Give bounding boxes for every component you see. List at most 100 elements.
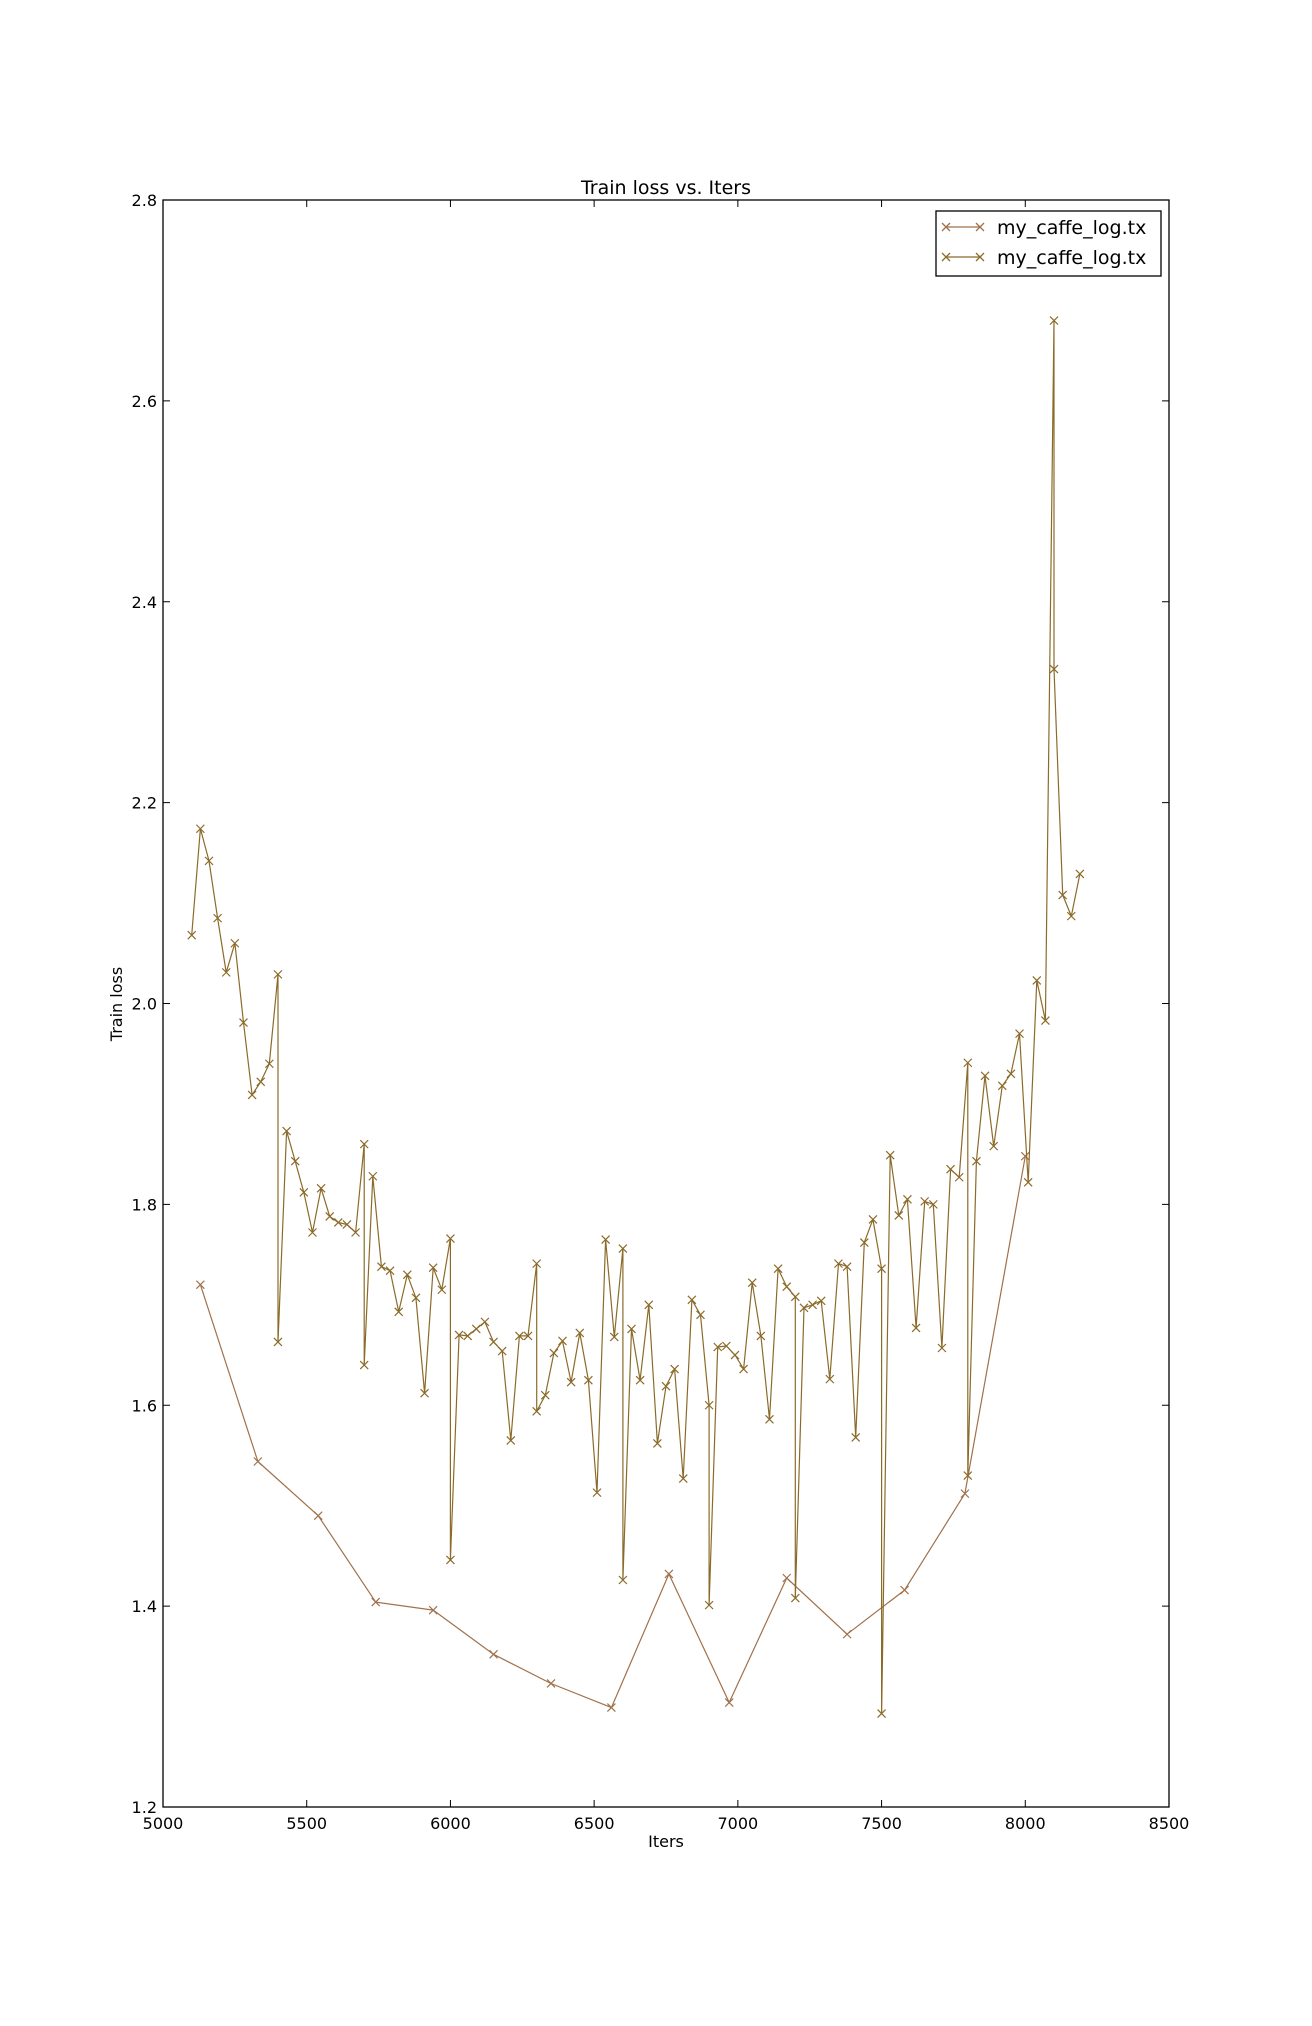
data-point-marker (963, 1471, 973, 1480)
data-point-marker (187, 930, 197, 940)
data-point-marker (308, 1228, 317, 1237)
data-point-marker (670, 1364, 680, 1374)
data-point-marker (239, 1018, 248, 1028)
data-point-marker (575, 1328, 585, 1338)
x-tick-label: 5000 (143, 1814, 184, 1833)
data-point-marker (859, 1238, 869, 1247)
data-point-marker (213, 913, 223, 923)
data-point-marker (816, 1296, 826, 1306)
data-point-marker (480, 1317, 490, 1327)
data-point-marker (1015, 1029, 1024, 1039)
data-point-marker (446, 1234, 455, 1243)
data-point-marker (428, 1263, 438, 1273)
data-point-marker (1075, 869, 1085, 879)
legend-marker-x-icon (975, 252, 985, 262)
data-point-marker (247, 1090, 257, 1100)
data-point-marker (273, 969, 283, 979)
data-point-marker (601, 1235, 611, 1244)
data-point-marker (790, 1593, 800, 1603)
data-point-marker (877, 1709, 886, 1719)
data-point-marker (446, 1555, 455, 1565)
data-point-marker (290, 1156, 300, 1166)
y-tick-label: 2.6 (132, 392, 157, 411)
y-axis-label: Train loss (107, 967, 126, 1042)
data-point-marker (928, 1199, 938, 1209)
data-point-marker (989, 1141, 999, 1151)
data-point-marker (359, 1360, 369, 1370)
data-point-marker (618, 1575, 628, 1585)
data-point-marker (313, 1511, 323, 1521)
data-point-marker (333, 1218, 343, 1227)
data-point-marker (1049, 316, 1059, 325)
legend-marker-x-icon (941, 222, 951, 232)
data-point-marker (371, 1597, 381, 1607)
data-point-marker (877, 1264, 886, 1274)
data-point-marker (606, 1703, 616, 1712)
data-point-marker (195, 824, 205, 834)
data-point-marker (696, 1310, 705, 1320)
data-point-marker (704, 1400, 714, 1410)
data-point-marker (299, 1187, 309, 1197)
legend-entry: my_caffe_log.tx (941, 247, 1146, 269)
data-point-marker (756, 1331, 766, 1341)
data-point-marker (834, 1259, 843, 1269)
data-point-marker (592, 1488, 602, 1498)
data-point-marker (325, 1212, 335, 1221)
y-tick-label: 1.6 (132, 1396, 157, 1415)
data-point-marker (790, 1292, 800, 1302)
data-point-marker (960, 1489, 970, 1499)
data-point-marker (644, 1300, 654, 1310)
data-point-marker (532, 1259, 542, 1269)
data-point-marker (894, 1210, 904, 1220)
series-2 (187, 316, 1085, 1719)
data-point-marker (1023, 1177, 1033, 1187)
x-axis-label: Iters (648, 1832, 684, 1851)
data-point-marker (359, 1139, 369, 1149)
series-layer (187, 316, 1085, 1719)
legend-label: my_caffe_log.tx (997, 217, 1146, 239)
data-point-marker (765, 1414, 774, 1424)
data-point-marker (558, 1336, 567, 1346)
data-point-marker (264, 1059, 274, 1069)
data-point-marker (549, 1348, 559, 1358)
y-tick-label: 2.2 (132, 794, 157, 813)
data-point-marker (1020, 1151, 1030, 1161)
data-point-marker (920, 1196, 930, 1206)
legend-label: my_caffe_log.tx (997, 247, 1146, 269)
data-point-marker (256, 1077, 266, 1087)
data-point-marker (1040, 1016, 1050, 1025)
data-point-marker (368, 1171, 378, 1181)
data-point-marker (532, 1406, 542, 1416)
data-point-marker (471, 1324, 481, 1334)
data-point-marker (782, 1573, 792, 1583)
data-point-marker (523, 1331, 533, 1341)
y-tick-label: 2.0 (132, 995, 157, 1014)
data-point-marker (635, 1375, 645, 1385)
data-point-marker (540, 1390, 550, 1400)
y-tick-label: 1.8 (132, 1195, 157, 1214)
data-point-marker (609, 1332, 619, 1342)
data-point-marker (489, 1649, 498, 1659)
data-point-marker (963, 1058, 973, 1068)
y-tick-label: 2.4 (132, 593, 157, 612)
legend-marker-x-icon (941, 252, 951, 262)
x-tick-label: 7500 (861, 1814, 902, 1833)
chart-title: Train loss vs. Iters (580, 177, 751, 199)
x-tick-label: 7000 (717, 1814, 758, 1833)
data-point-marker (724, 1698, 734, 1707)
x-tick-label: 6500 (574, 1814, 615, 1833)
data-point-marker (808, 1300, 818, 1310)
y-tick-label: 1.4 (132, 1597, 157, 1616)
x-tick-label: 8500 (1149, 1814, 1190, 1833)
data-point-marker (437, 1285, 447, 1295)
data-point-marker (842, 1262, 852, 1272)
data-point-marker (799, 1303, 809, 1313)
series-1 (195, 1151, 1030, 1712)
data-point-marker (627, 1324, 636, 1334)
data-point-marker (463, 1331, 473, 1341)
data-point-marker (747, 1278, 757, 1288)
x-tick-label: 5500 (286, 1814, 327, 1833)
data-point-marker (221, 967, 231, 977)
data-point-marker (704, 1600, 714, 1610)
